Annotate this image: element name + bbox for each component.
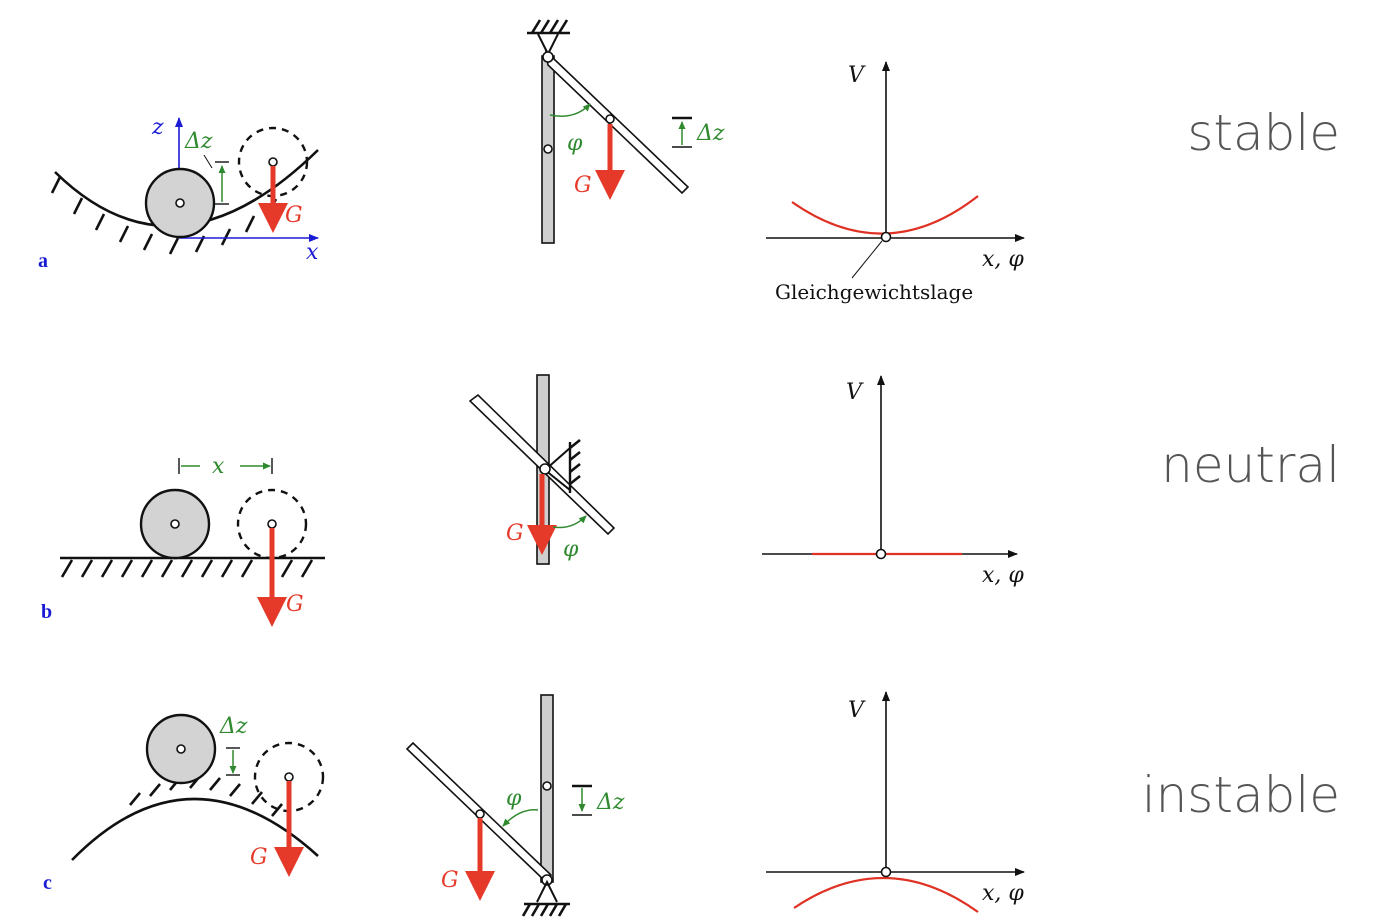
graph-x-label: x, φ	[982, 563, 1024, 588]
potential-curve	[791, 195, 979, 235]
panel-letter-a: a	[38, 250, 48, 272]
x-axis-label: x	[306, 240, 319, 265]
potential-graph-stable	[766, 61, 1025, 279]
equilibrium-label: Gleichgewichtslage	[775, 280, 973, 304]
ball-center	[175, 198, 185, 208]
hanging-pendulum	[527, 19, 690, 244]
rod-dz-label: Δz	[696, 121, 725, 146]
dz-label: Δz	[184, 129, 213, 154]
stability-label-stable: stable	[1187, 104, 1340, 162]
graph-v-label: V	[846, 380, 864, 405]
graph-x-label: x, φ	[982, 881, 1024, 906]
rod-gravity-label: G	[574, 173, 592, 198]
inverted-pendulum	[405, 694, 570, 917]
stability-label-neutral: neutral	[1161, 436, 1340, 494]
panel-letter-c: c	[43, 872, 52, 894]
flat-surface	[60, 556, 325, 578]
potential-curve	[793, 876, 979, 913]
graph-v-label: V	[848, 63, 866, 88]
phi-label: φ	[563, 537, 579, 562]
row-neutral: G x b G φ V x, φ	[41, 374, 1340, 627]
rod-dz-label: Δz	[596, 790, 625, 815]
displacement-label: x	[212, 454, 225, 479]
gravity-label: G	[250, 845, 268, 870]
panel-letter-b: b	[41, 601, 52, 623]
hill-surface	[71, 775, 319, 861]
center-pivot-rod	[468, 374, 616, 565]
row-stable: z x G Δz a	[38, 19, 1340, 304]
rod-gravity-label: G	[441, 868, 459, 893]
gravity-label: G	[286, 592, 304, 617]
graph-v-label: V	[848, 698, 866, 723]
gravity-label: G	[285, 203, 303, 228]
phi-label: φ	[506, 786, 522, 811]
potential-graph-neutral	[762, 375, 1018, 560]
z-axis-label: z	[151, 115, 164, 140]
potential-graph-instable	[766, 691, 1025, 913]
graph-x-label: x, φ	[982, 247, 1024, 272]
rod-gravity-label: G	[506, 521, 524, 546]
phi-label: φ	[567, 131, 583, 156]
deflected-rod	[544, 49, 690, 195]
stability-label-instable: instable	[1142, 766, 1340, 824]
dz-label: Δz	[219, 714, 248, 739]
row-instable: G Δz c G φ Δz	[43, 691, 1340, 917]
